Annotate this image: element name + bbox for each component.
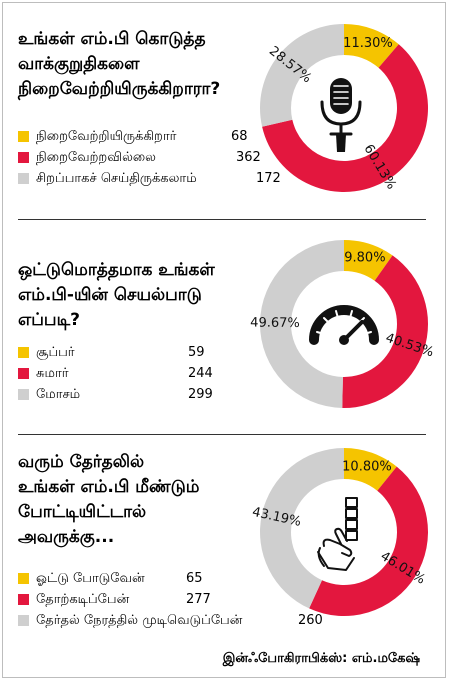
poll-performance: ஒட்டுமொத்தமாக உங்கள் எம்.பி-யின் செயல்பா…	[0, 222, 450, 432]
legend-value: 277	[186, 592, 211, 607]
legend-item: சுமார் 244	[18, 363, 213, 384]
infographic-frame	[2, 2, 446, 678]
donut-slice	[342, 255, 428, 408]
question-title: உங்கள் எம்.பி கொடுத்த வாக்குறுதிகளை நிறை…	[18, 29, 221, 99]
section-divider	[18, 219, 426, 220]
legend-swatch-red	[18, 368, 29, 379]
legend-item: சிறப்பாகச் செய்திருக்கலாம் 172	[18, 168, 281, 189]
legend-label: நிறைவேற்றியிருக்கிறார்	[36, 129, 177, 144]
legend: சூப்பர் 59 சுமார் 244 மோசம் 299	[18, 342, 213, 405]
donut-slice	[344, 240, 393, 281]
legend-swatch-gray	[18, 173, 29, 184]
legend-value: 68	[231, 129, 248, 144]
legend-item: தோற்கடிப்பேன் 277	[18, 589, 242, 610]
legend: ஓட்டு போடுவேன் 65 தோற்கடிப்பேன் 277 தேர்…	[18, 568, 323, 631]
question-title: ஒட்டுமொத்தமாக உங்கள் எம்.பி-யின் செயல்பா…	[18, 260, 215, 330]
legend-swatch-yellow	[18, 131, 29, 142]
donut-slice	[260, 24, 344, 127]
slice-percent-label: 49.67%	[250, 316, 300, 332]
legend-value: 65	[186, 571, 203, 586]
donut-chart-svg: 11.30%60.13%28.57%	[260, 24, 428, 193]
donut-slice	[260, 448, 344, 609]
question-title: வரும் தேர்தலில் உங்கள் எம்.பி மீண்டும் ப…	[18, 452, 200, 547]
legend-swatch-red	[18, 594, 29, 605]
donut-slice	[260, 240, 344, 408]
donut-chart-svg: 10.80%46.01%43.19%	[251, 448, 428, 616]
credit-text: இன்ஃபோகிராபிக்ஸ்: எம்.மகேஷ்	[222, 651, 420, 666]
legend-label: மோசம்	[36, 387, 81, 402]
donut-chart: 11.30% 60.13% 28.57%	[258, 22, 430, 194]
legend-swatch-yellow	[18, 347, 29, 358]
donut-slice	[309, 466, 428, 616]
legend-value: 59	[188, 345, 205, 360]
section-divider	[18, 434, 426, 435]
legend-item: சூப்பர் 59	[18, 342, 205, 363]
legend-label: நிறைவேற்றவில்லை	[36, 150, 156, 165]
hand-ballot-icon	[317, 497, 358, 571]
legend-swatch-yellow	[18, 573, 29, 584]
poll-reelection: வரும் தேர்தலில் உங்கள் எம்.பி மீண்டும் ப…	[0, 440, 450, 640]
legend: நிறைவேற்றியிருக்கிறார் 68 நிறைவேற்றவில்ல…	[18, 126, 281, 189]
legend-label: சிறப்பாகச் செய்திருக்கலாம்	[36, 171, 197, 186]
legend-value: 244	[188, 366, 213, 381]
slice-percent-label: 11.30%	[343, 36, 393, 51]
donut-chart: 10.80% 46.01% 43.19%	[251, 446, 430, 618]
legend-item: நிறைவேற்றியிருக்கிறார் 68	[18, 126, 248, 147]
poll-promises: உங்கள் எம்.பி கொடுத்த வாக்குறுதிகளை நிறை…	[0, 0, 450, 215]
legend-label: சூப்பர்	[36, 345, 75, 360]
legend-item: ஓட்டு போடுவேன் 65	[18, 568, 242, 589]
donut-chart: 9.80% 40.53% 49.67%	[250, 238, 435, 410]
donut-slice	[262, 44, 428, 193]
speedometer-icon	[309, 305, 379, 345]
legend-item: நிறைவேற்றவில்லை 362	[18, 147, 261, 168]
legend-value: 172	[256, 171, 281, 186]
legend-value: 362	[236, 150, 261, 165]
legend-swatch-gray	[18, 615, 29, 626]
legend-swatch-gray	[18, 389, 29, 400]
legend-item: மோசம் 299	[18, 384, 213, 405]
legend-swatch-red	[18, 152, 29, 163]
donut-slice	[344, 448, 397, 491]
legend-label: சுமார்	[36, 366, 69, 381]
slice-percent-label: 10.80%	[342, 459, 392, 474]
legend-value: 260	[298, 613, 323, 628]
donut-slice	[344, 24, 399, 68]
legend-label: தோற்கடிப்பேன்	[36, 592, 130, 607]
slice-percent-label: 9.80%	[344, 251, 385, 266]
legend-item: தேர்தல் நேரத்தில் முடிவெடுப்பேன் 260	[18, 610, 323, 631]
legend-label: தேர்தல் நேரத்தில் முடிவெடுப்பேன்	[36, 613, 243, 628]
legend-value: 299	[188, 387, 213, 402]
microphone-icon	[320, 78, 362, 152]
donut-chart-svg: 9.80%40.53%49.67%	[250, 240, 435, 408]
legend-label: ஓட்டு போடுவேன்	[36, 571, 145, 586]
